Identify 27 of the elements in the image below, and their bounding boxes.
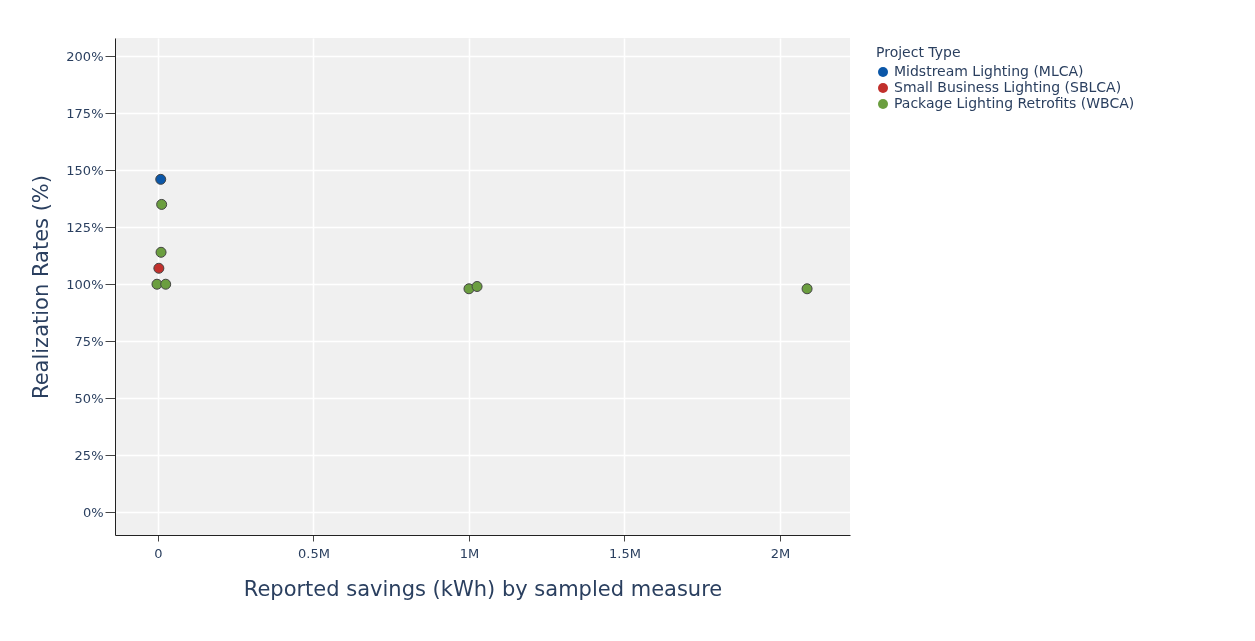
point bbox=[471, 281, 483, 292]
x-tick-label: 1.5M bbox=[609, 545, 641, 561]
y-tick-label: 175% bbox=[66, 105, 104, 121]
y-tick-label: 100% bbox=[66, 276, 104, 292]
legend-label: Small Business Lighting (SBLCA) bbox=[894, 79, 1122, 95]
point bbox=[156, 198, 168, 210]
point bbox=[160, 278, 172, 290]
y-tick-label: 0% bbox=[82, 504, 104, 520]
legend-title: Project Type bbox=[876, 44, 961, 60]
y-tick-label: 150% bbox=[66, 162, 104, 178]
legend-label: Midstream Lighting (MLCA) bbox=[894, 63, 1084, 79]
y-tick-label: 200% bbox=[66, 48, 104, 64]
point bbox=[155, 173, 167, 185]
y-tick-label: 25% bbox=[74, 447, 104, 463]
legend-label: Package Lighting Retrofits (WBCA) bbox=[894, 95, 1135, 111]
x-tick-label: 1M bbox=[459, 545, 480, 561]
x-tick-label: 0.5M bbox=[298, 545, 330, 561]
y-tick-label: 75% bbox=[74, 333, 104, 349]
y-axis-title: Realization Rates (%) bbox=[29, 174, 54, 400]
point bbox=[153, 262, 165, 274]
point bbox=[155, 246, 167, 258]
x-axis-title: Reported savings (kWh) by sampled measure bbox=[243, 576, 723, 601]
x-tick-label: 2M bbox=[770, 545, 791, 561]
y-tick-label: 50% bbox=[74, 390, 104, 406]
y-tick-label: 125% bbox=[66, 219, 104, 235]
x-tick-label: 0 bbox=[154, 545, 163, 561]
point bbox=[801, 283, 813, 295]
